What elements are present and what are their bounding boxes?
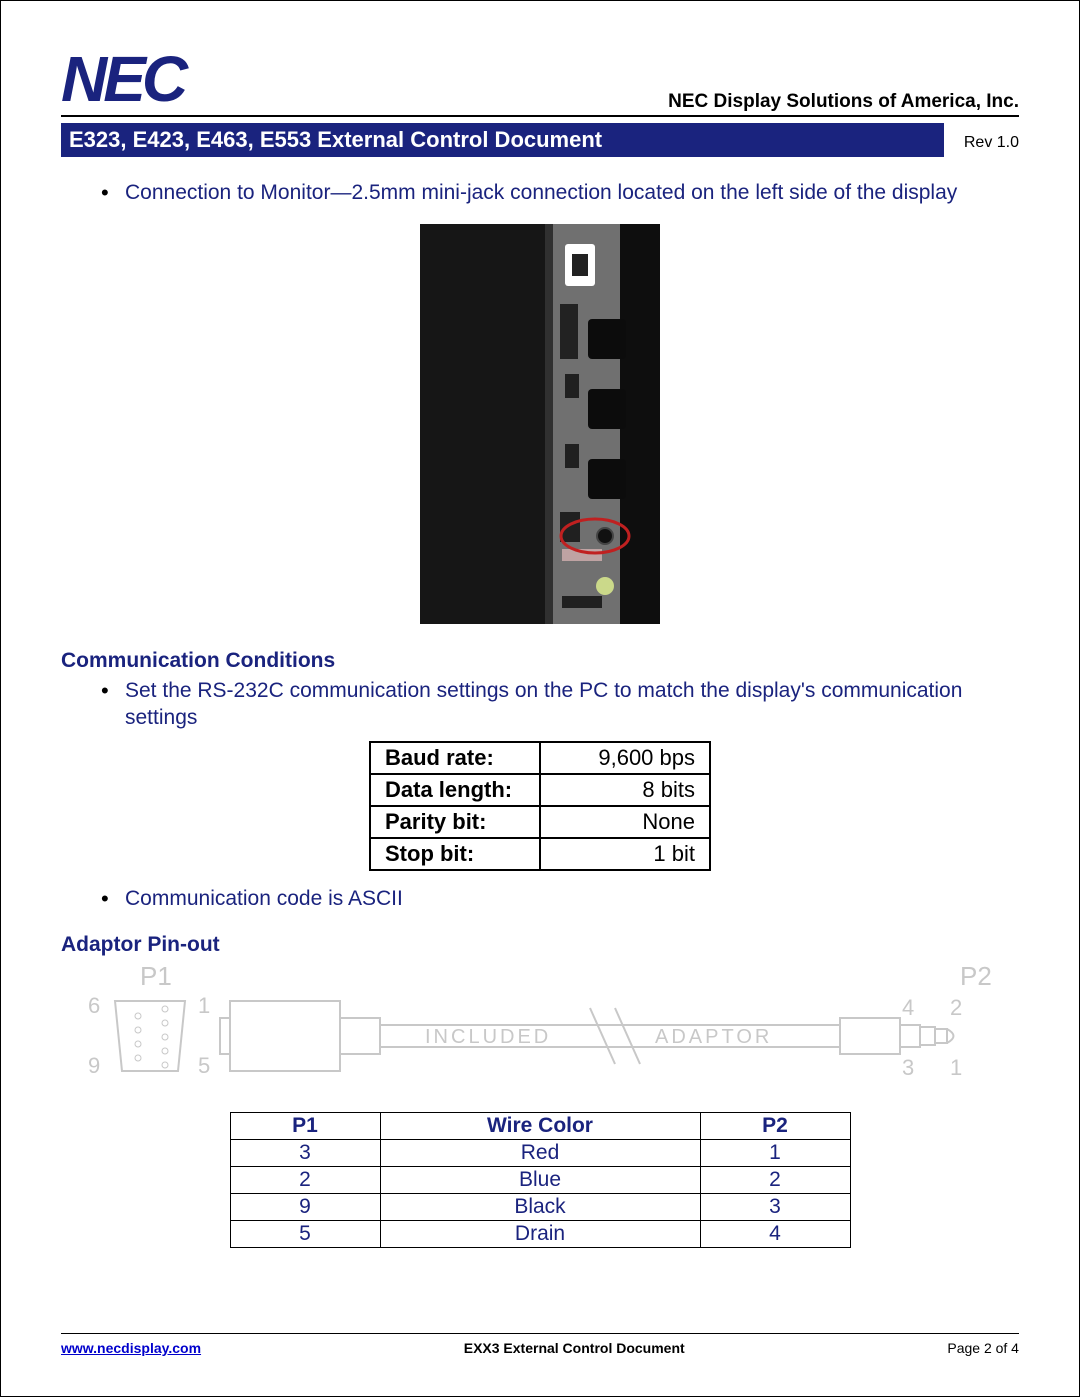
table-cell: Drain	[380, 1220, 700, 1247]
svg-text:4: 4	[902, 995, 914, 1020]
adaptor-diagram: P1 P2 6 1 9 5 INCLUDED ADAPTOR 4 2 3 1	[61, 963, 1019, 1098]
table-cell: 1	[700, 1139, 850, 1166]
bullet-rs232-settings: Set the RS-232C communication settings o…	[101, 677, 1019, 732]
port-photo-svg	[420, 224, 660, 624]
svg-text:1: 1	[950, 1055, 962, 1080]
footer-url[interactable]: www.necdisplay.com	[61, 1340, 201, 1356]
communication-settings-table: Baud rate:9,600 bpsData length:8 bitsPar…	[369, 741, 711, 871]
svg-text:P2: P2	[960, 963, 992, 991]
svg-text:1: 1	[198, 993, 210, 1018]
table-header: P2	[700, 1112, 850, 1139]
document-page: NEC NEC Display Solutions of America, In…	[0, 0, 1080, 1397]
table-row: 9Black3	[230, 1193, 850, 1220]
bullet-list: Communication code is ASCII	[61, 885, 1019, 912]
table-cell-value: 1 bit	[540, 838, 710, 870]
svg-text:2: 2	[950, 995, 962, 1020]
svg-text:6: 6	[88, 993, 100, 1018]
heading-adaptor-pinout: Adaptor Pin-out	[61, 933, 1019, 957]
svg-text:INCLUDED: INCLUDED	[425, 1026, 551, 1048]
table-cell: 9	[230, 1193, 380, 1220]
table-cell: 3	[230, 1139, 380, 1166]
monitor-port-photo	[61, 224, 1019, 629]
table-cell: Red	[380, 1139, 700, 1166]
table-cell-key: Data length:	[370, 774, 540, 806]
adaptor-diagram-svg: P1 P2 6 1 9 5 INCLUDED ADAPTOR 4 2 3 1	[70, 963, 1010, 1093]
page-footer: www.necdisplay.com EXX3 External Control…	[61, 1333, 1019, 1356]
svg-text:3: 3	[902, 1055, 914, 1080]
revision-label: Rev 1.0	[944, 134, 1019, 152]
svg-text:5: 5	[198, 1053, 210, 1078]
svg-text:P1: P1	[140, 963, 172, 991]
table-cell-value: 8 bits	[540, 774, 710, 806]
table-header: P1	[230, 1112, 380, 1139]
table-cell-value: None	[540, 806, 710, 838]
table-header: Wire Color	[380, 1112, 700, 1139]
table-cell: 2	[230, 1166, 380, 1193]
bullet-list: Set the RS-232C communication settings o…	[61, 677, 1019, 732]
table-cell: Black	[380, 1193, 700, 1220]
table-cell-value: 9,600 bps	[540, 742, 710, 774]
table-row: 2Blue2	[230, 1166, 850, 1193]
pinout-table: P1Wire ColorP2 3Red12Blue29Black35Drain4	[230, 1112, 851, 1248]
table-cell: 3	[700, 1193, 850, 1220]
footer-doc-name: EXX3 External Control Document	[464, 1340, 685, 1356]
table-cell: 5	[230, 1220, 380, 1247]
table-row: Data length:8 bits	[370, 774, 710, 806]
document-title: E323, E423, E463, E553 External Control …	[61, 123, 944, 157]
table-row: Stop bit:1 bit	[370, 838, 710, 870]
title-row: E323, E423, E463, E553 External Control …	[61, 123, 1019, 157]
footer-page-number: Page 2 of 4	[947, 1340, 1019, 1356]
table-cell: 2	[700, 1166, 850, 1193]
table-row: Baud rate:9,600 bps	[370, 742, 710, 774]
table-cell: Blue	[380, 1166, 700, 1193]
svg-text:9: 9	[88, 1053, 100, 1078]
table-cell-key: Stop bit:	[370, 838, 540, 870]
table-cell-key: Baud rate:	[370, 742, 540, 774]
table-row: 3Red1	[230, 1139, 850, 1166]
bullet-ascii: Communication code is ASCII	[101, 885, 1019, 912]
bullet-list: Connection to Monitor—2.5mm mini-jack co…	[61, 179, 1019, 206]
table-cell: 4	[700, 1220, 850, 1247]
heading-communication-conditions: Communication Conditions	[61, 649, 1019, 673]
table-cell-key: Parity bit:	[370, 806, 540, 838]
svg-text:ADAPTOR: ADAPTOR	[655, 1026, 772, 1048]
table-row: 5Drain4	[230, 1220, 850, 1247]
table-row: Parity bit:None	[370, 806, 710, 838]
bullet-connection: Connection to Monitor—2.5mm mini-jack co…	[101, 179, 1019, 206]
company-name: NEC Display Solutions of America, Inc.	[61, 91, 1019, 117]
